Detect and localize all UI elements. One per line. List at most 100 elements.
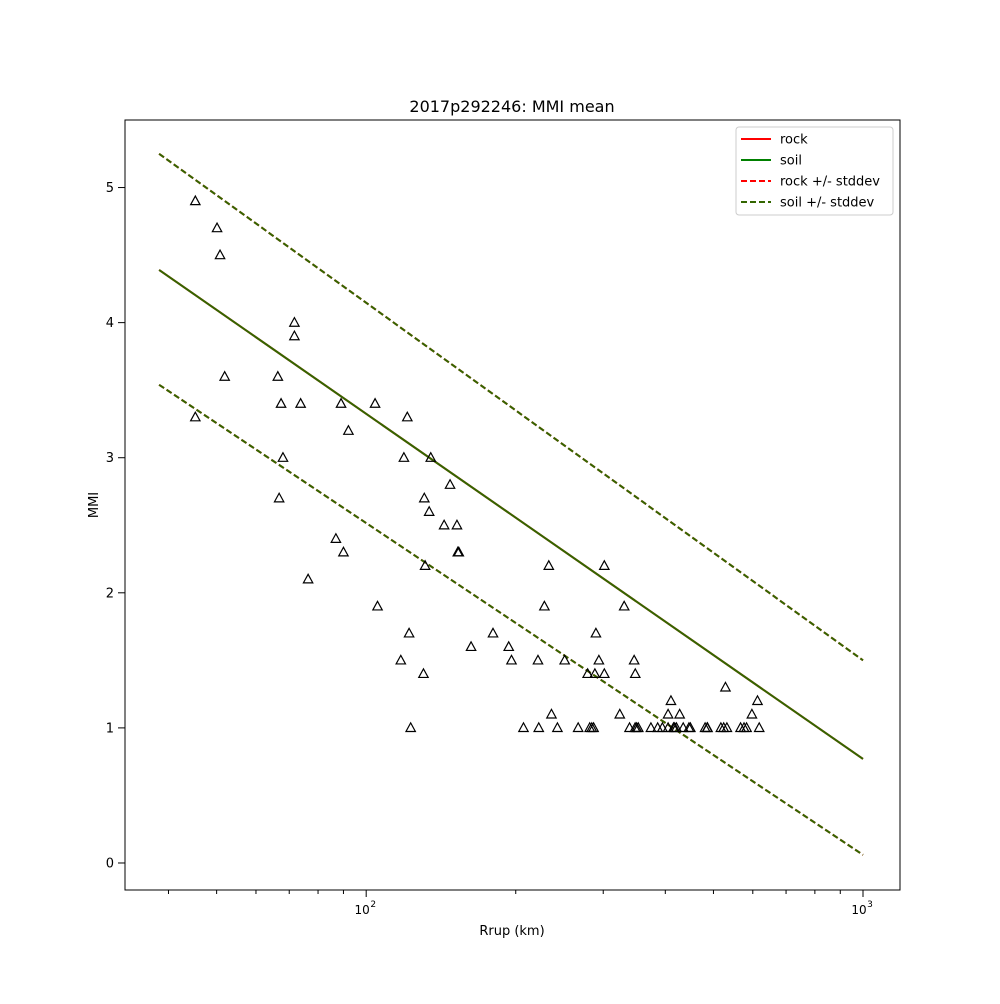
data-point (618, 600, 630, 611)
data-point (533, 721, 545, 733)
x-tick-label: 10 (355, 903, 370, 917)
data-point (701, 721, 714, 733)
data-point (453, 546, 465, 557)
data-point (337, 546, 350, 557)
legend: rock soil rock +/- stddev soil +/- stddev (735, 126, 894, 216)
data-point (438, 519, 450, 530)
x-tick-exponent: 2 (370, 900, 376, 910)
data-point (444, 478, 456, 489)
data-point (423, 505, 435, 516)
data-point (277, 451, 289, 462)
data-point (558, 654, 571, 665)
legend-label: rock +/- stddev (780, 175, 880, 190)
data-point (419, 559, 431, 570)
series-line-soil-stddev-5 (158, 383, 864, 856)
data-point (719, 681, 732, 692)
x-tick-exponent: 3 (867, 900, 873, 910)
data-point (538, 600, 551, 611)
data-point (517, 721, 530, 733)
legend-box (735, 126, 894, 216)
x-tick-label: 10 (851, 903, 866, 917)
data-point (288, 316, 301, 327)
data-point (404, 721, 417, 733)
data-point (632, 721, 644, 733)
data-point (589, 667, 601, 679)
axes-frame (124, 119, 901, 891)
data-point (587, 721, 600, 733)
data-point (330, 532, 342, 543)
data-point (465, 640, 477, 652)
data-point (753, 721, 765, 733)
legend-label: soil +/- stddev (780, 196, 875, 211)
data-point (740, 721, 753, 733)
data-point (369, 397, 381, 408)
data-point (628, 654, 640, 665)
y-tick-label: 2 (106, 586, 114, 601)
data-point (673, 708, 686, 719)
y-tick-label: 5 (106, 181, 114, 196)
data-point (662, 708, 674, 719)
chart-title: 2017p292246: MMI mean (409, 97, 614, 116)
data-point (623, 721, 636, 733)
data-point (302, 573, 314, 584)
data-point (335, 397, 347, 408)
data-point (545, 708, 558, 719)
data-point (505, 654, 518, 665)
data-point (214, 248, 226, 260)
data-point (593, 654, 605, 665)
data-point (656, 721, 669, 733)
data-point (272, 370, 284, 381)
y-axis: 0 1 2 3 4 5 (106, 181, 125, 871)
series-line-soil-1 (158, 269, 864, 760)
y-tick-label: 3 (106, 451, 114, 466)
series-line-soil-stddev-4 (158, 152, 864, 662)
data-point (218, 370, 231, 381)
data-point (451, 519, 463, 530)
legend-label: rock (780, 133, 808, 148)
data-point (721, 721, 733, 733)
data-point (645, 721, 657, 733)
data-point (665, 694, 677, 706)
y-axis-label: MMI (87, 492, 102, 518)
data-point (401, 410, 414, 422)
data-point (503, 640, 515, 652)
data-point (581, 667, 594, 679)
x-axis: 10 2 10 3 (167, 890, 873, 917)
data-point (395, 654, 407, 665)
y-tick-label: 4 (106, 316, 114, 331)
legend-label: soil (780, 154, 802, 169)
data-point (677, 721, 689, 733)
data-point (598, 667, 611, 679)
data-point (371, 600, 384, 611)
data-point (417, 667, 430, 679)
data-point (288, 329, 301, 341)
data-point (532, 654, 544, 665)
data-point (746, 708, 758, 719)
data-point (487, 627, 499, 638)
data-point (629, 667, 641, 679)
plot-area (158, 152, 864, 856)
data-point (211, 221, 223, 233)
data-point (572, 721, 584, 733)
data-point (403, 627, 415, 638)
data-point (342, 424, 355, 435)
data-point (273, 491, 285, 503)
data-point (551, 721, 564, 733)
data-point (543, 559, 555, 570)
data-point (662, 721, 674, 733)
data-point (275, 397, 287, 408)
data-point (398, 451, 410, 462)
data-point (418, 491, 430, 503)
data-point (751, 694, 764, 706)
y-tick-label: 0 (106, 856, 114, 871)
data-point (294, 397, 307, 408)
data-point (670, 721, 683, 733)
data-point (425, 451, 437, 462)
y-tick-label: 1 (106, 721, 114, 736)
data-point (684, 721, 697, 733)
data-point (189, 194, 202, 206)
data-point (189, 410, 202, 422)
data-point (598, 559, 611, 570)
